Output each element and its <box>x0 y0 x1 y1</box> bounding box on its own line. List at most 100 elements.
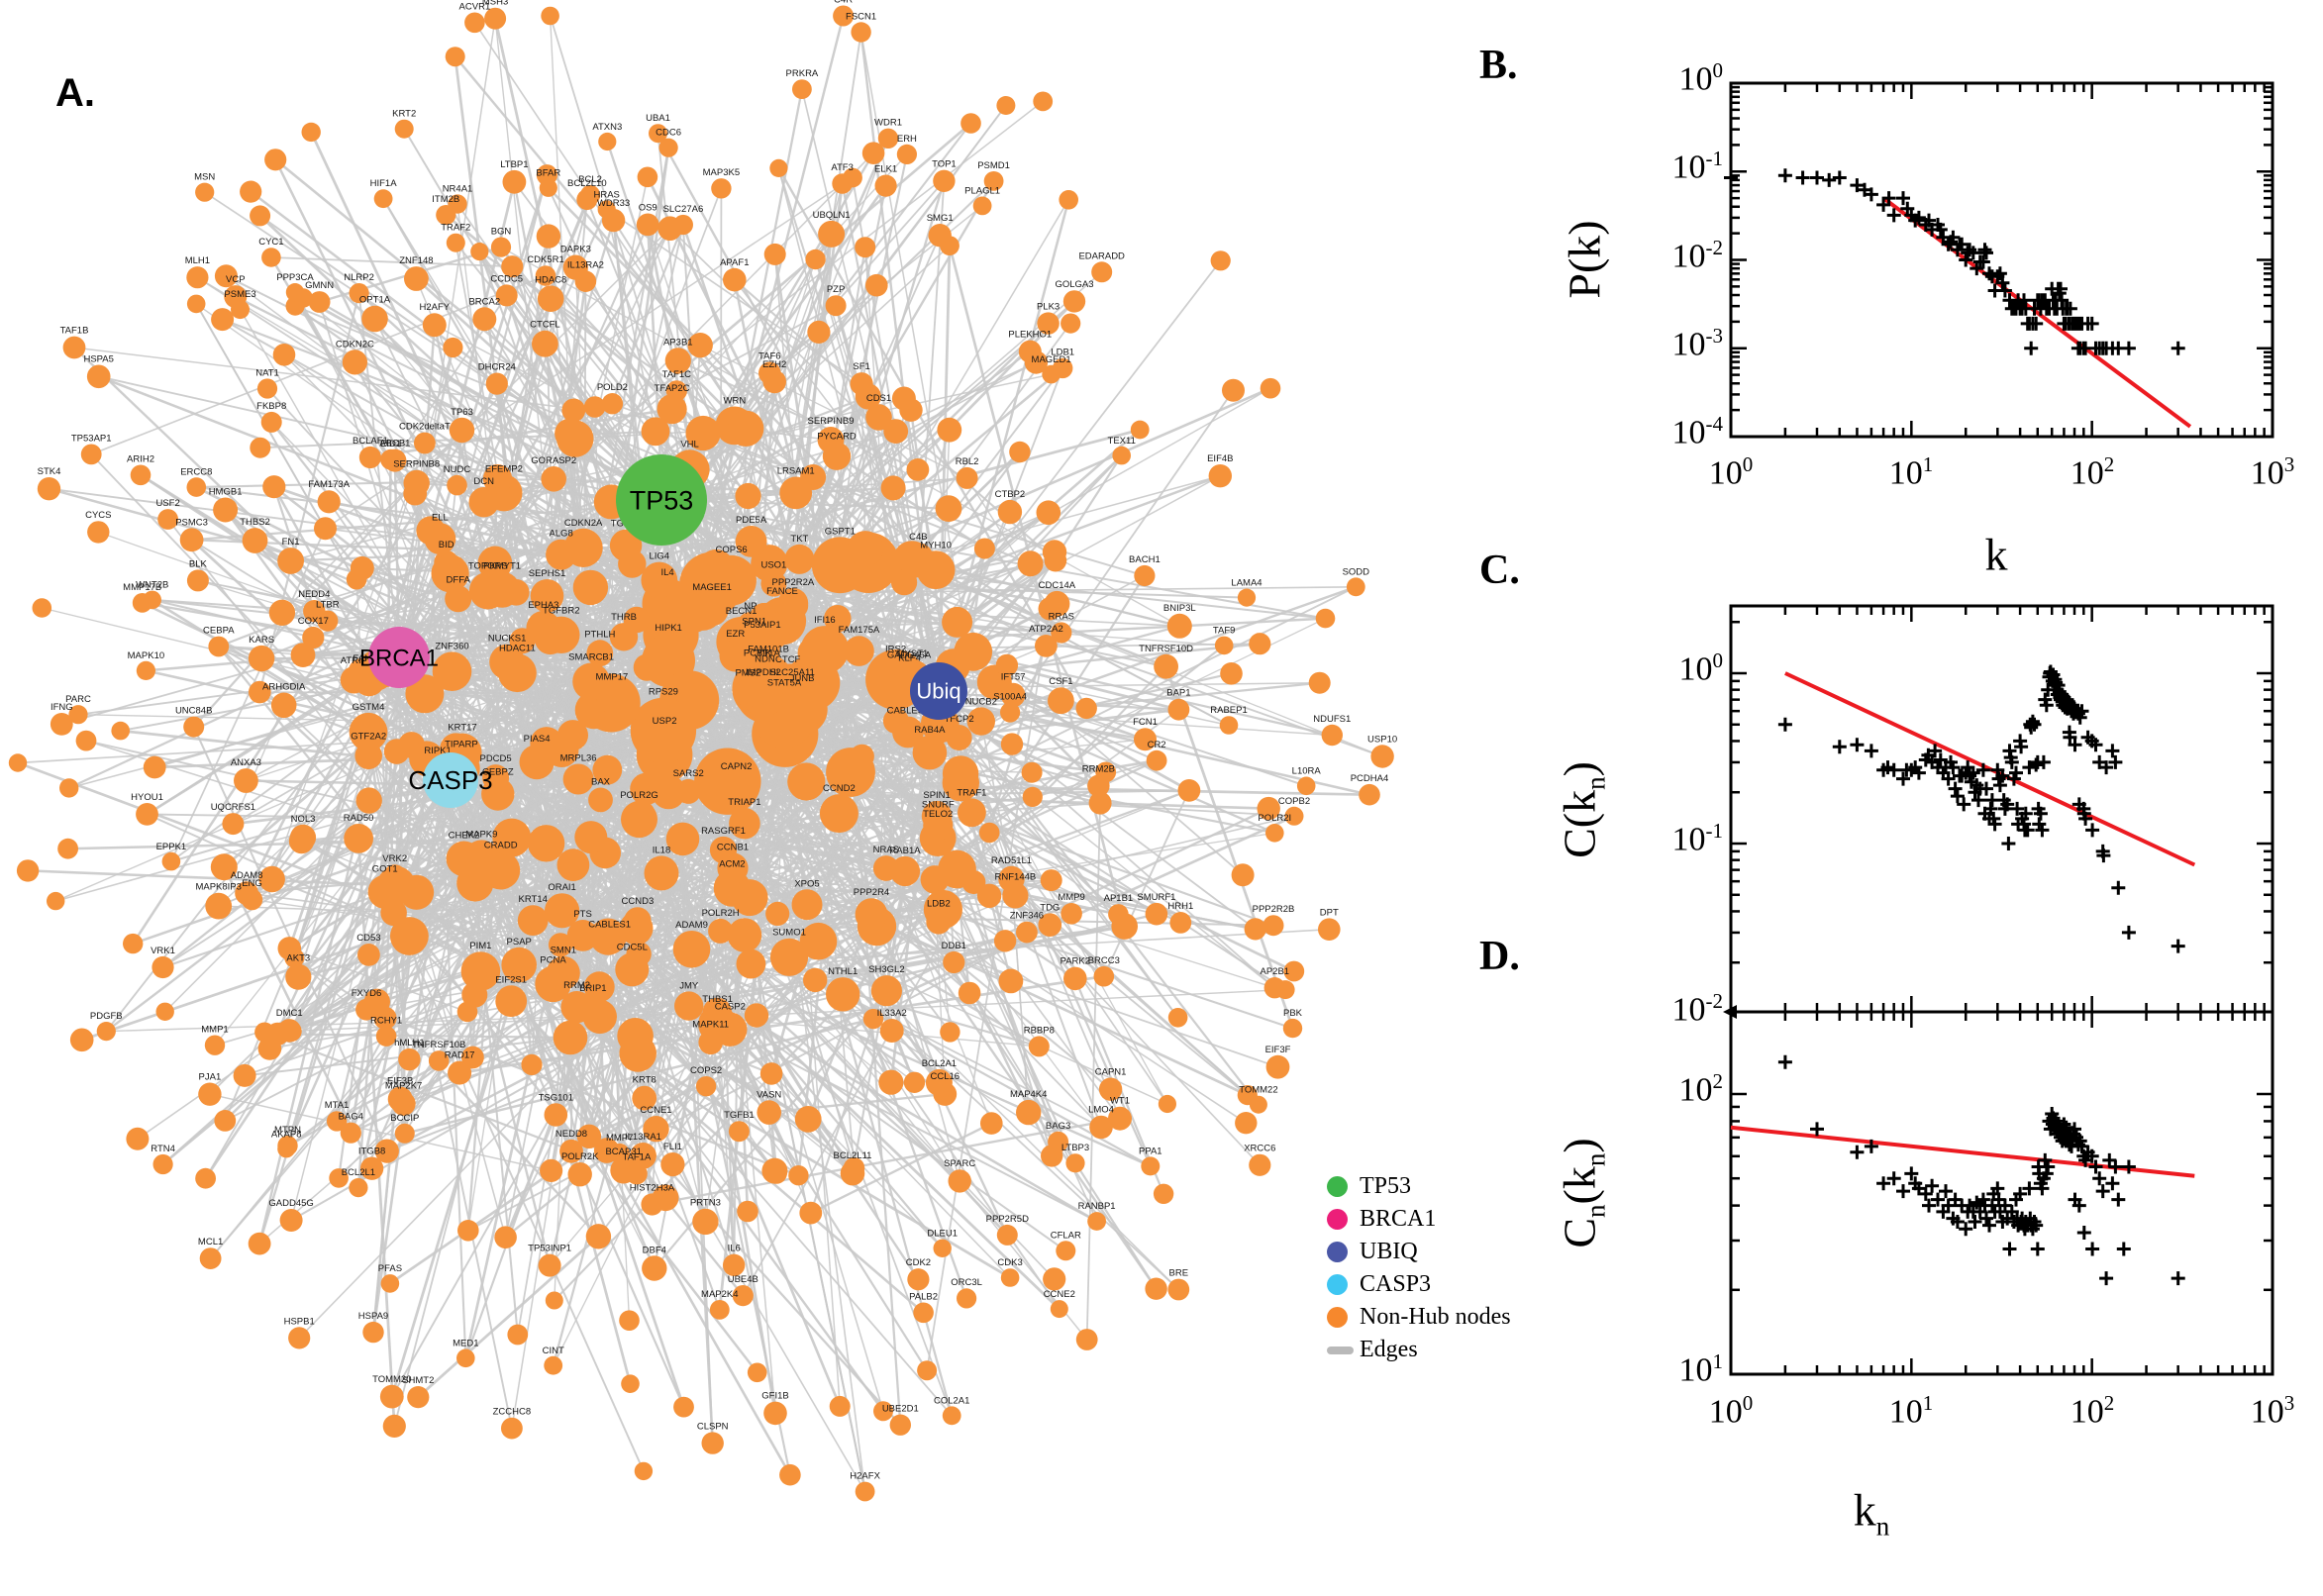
network-edge <box>270 256 513 268</box>
legend-label: CASP3 <box>1360 1271 1432 1297</box>
network-node <box>765 901 790 927</box>
network-node <box>727 918 762 952</box>
network-edge <box>450 708 803 781</box>
network-node <box>461 981 488 1008</box>
network-edge <box>49 487 633 565</box>
network-edge <box>398 656 707 1087</box>
network-edge <box>911 474 1221 560</box>
y-tick-label-B: 10-4 <box>1671 412 1724 451</box>
network-node <box>431 554 469 593</box>
network-edge <box>938 690 1168 1105</box>
network-node <box>672 931 711 968</box>
legend-item-tp53: TP53 <box>1327 1170 1511 1203</box>
network-node <box>562 763 594 795</box>
network-node <box>719 640 752 672</box>
network-node <box>557 720 588 751</box>
network-edge <box>805 585 1357 783</box>
network-node <box>921 800 953 832</box>
network-edge <box>209 1093 552 1172</box>
network-edge <box>592 789 1190 1008</box>
network-node <box>826 977 860 1012</box>
network-edge <box>860 383 866 549</box>
network-edge <box>252 898 816 981</box>
edge-line-swatch <box>1327 1346 1354 1354</box>
network-node <box>519 745 555 780</box>
network-node <box>906 458 930 481</box>
network-node <box>446 841 482 877</box>
network-node <box>572 569 609 606</box>
network-edge <box>28 869 397 887</box>
network-node <box>1134 728 1157 751</box>
network-node <box>916 550 956 590</box>
network-node <box>942 606 973 638</box>
network-edge <box>398 656 600 988</box>
network-edge <box>42 607 939 827</box>
network-node <box>751 611 790 650</box>
network-edge <box>729 645 1225 1031</box>
network-edge <box>152 598 400 659</box>
network-edge <box>397 174 549 658</box>
legend-item-casp3: CASP3 <box>1327 1268 1511 1301</box>
network-edge <box>867 387 1271 564</box>
network-node <box>492 818 532 857</box>
network-node <box>390 917 429 955</box>
network-edge <box>297 755 370 977</box>
network-edge <box>281 499 662 614</box>
network-node <box>912 735 948 770</box>
x-tick-label-B: 101 <box>1888 452 1934 492</box>
y-axis-label-D: Cn(kn) <box>1554 1138 1611 1248</box>
network-node <box>769 938 809 976</box>
y-axis-label-C: C(kn) <box>1554 761 1611 858</box>
network-node <box>625 800 656 831</box>
network-node <box>559 1139 583 1163</box>
network-node <box>641 417 670 447</box>
network-node <box>736 948 766 979</box>
network-edge <box>553 122 972 480</box>
network-node <box>926 909 952 935</box>
network-node <box>498 653 537 693</box>
network-node <box>546 955 580 990</box>
y-tick-label-C: 10-2 <box>1671 989 1724 1029</box>
network-node <box>574 821 608 854</box>
network-node <box>556 848 590 881</box>
network-node <box>546 539 577 570</box>
network-node <box>942 755 979 792</box>
network-node <box>376 865 416 905</box>
legend-item-edges: Edges <box>1327 1334 1511 1366</box>
network-edge <box>660 499 1383 757</box>
network-node <box>501 947 537 983</box>
network-node <box>729 807 760 840</box>
network-node <box>566 920 599 951</box>
network-edge <box>646 176 897 681</box>
network-edge <box>912 642 1261 680</box>
network-node <box>509 628 536 654</box>
network-node <box>1093 965 1115 987</box>
network-edge <box>1010 878 1030 1113</box>
network-edge <box>500 247 662 501</box>
network-edge <box>257 501 485 1245</box>
network-edge <box>398 498 662 659</box>
network-node <box>946 725 972 750</box>
network-node <box>633 653 661 681</box>
network-edge <box>547 186 913 561</box>
network-edge <box>727 780 1247 1124</box>
network-edge <box>937 246 952 692</box>
network-edge <box>415 104 1007 893</box>
network-node <box>674 991 704 1021</box>
network-node <box>348 658 374 685</box>
network-node <box>527 825 565 862</box>
network-node <box>735 526 767 557</box>
fit-line <box>1881 196 2192 429</box>
x-tick-label-D: 100 <box>1708 1391 1754 1431</box>
network-edge <box>445 174 549 563</box>
network-node <box>744 1003 769 1028</box>
network-node <box>561 398 586 423</box>
network-node <box>445 585 472 613</box>
y-tick-label-C: 100 <box>1678 648 1724 688</box>
network-edge <box>250 190 571 435</box>
network-edge <box>73 347 400 658</box>
network-node <box>675 778 701 804</box>
network-edge <box>395 750 685 1408</box>
network-node <box>844 636 874 666</box>
